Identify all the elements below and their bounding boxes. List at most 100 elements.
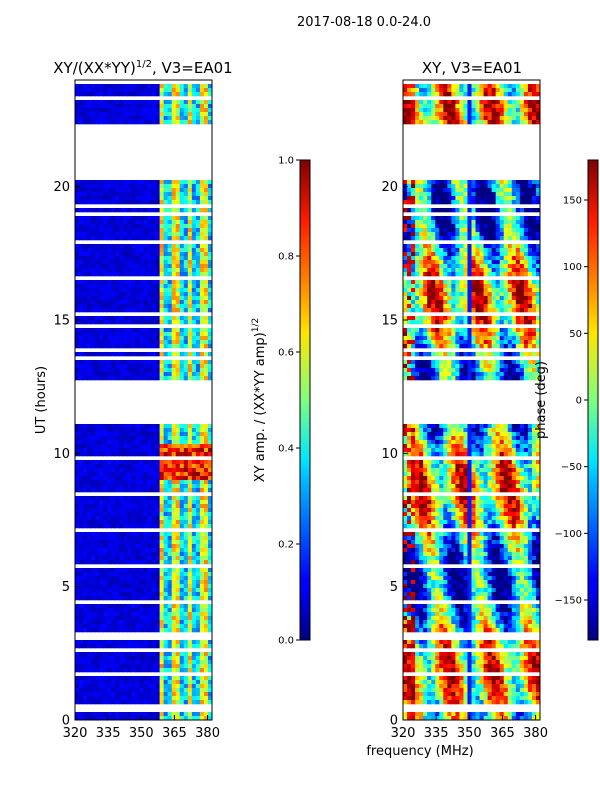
heatmap-cell	[523, 224, 529, 229]
heatmap-cell	[163, 604, 169, 609]
heatmap-cell	[179, 468, 185, 473]
heatmap-cell	[79, 468, 84, 473]
heatmap-cell	[403, 184, 408, 189]
heatmap-cell	[171, 612, 177, 617]
heatmap-cell	[75, 688, 80, 693]
heatmap-cell	[127, 516, 133, 521]
heatmap-cell	[479, 192, 485, 197]
heatmap-cell	[111, 340, 116, 345]
heatmap-cell	[175, 340, 181, 345]
heatmap-cell	[79, 200, 84, 205]
heatmap-cell	[199, 620, 205, 625]
heatmap-cell	[155, 300, 161, 305]
heatmap-cell	[171, 676, 177, 681]
heatmap-cell	[183, 284, 189, 289]
heatmap-cell	[511, 280, 517, 285]
heatmap-cell	[463, 84, 469, 89]
heatmap-cell	[483, 208, 489, 213]
heatmap-cell	[443, 284, 448, 289]
heatmap-cell	[483, 188, 489, 193]
heatmap-cell	[439, 244, 444, 249]
heatmap-cell	[195, 664, 201, 669]
heatmap-cell	[167, 536, 173, 541]
heatmap-cell	[87, 328, 92, 333]
heatmap-cell	[151, 268, 157, 273]
heatmap-cell	[135, 624, 141, 629]
heatmap-cell	[183, 488, 189, 493]
heatmap-cell	[139, 468, 145, 473]
heatmap-cell	[91, 652, 96, 657]
heatmap-cell	[187, 340, 193, 345]
heatmap-cell	[415, 284, 420, 289]
heatmap-cell	[79, 188, 84, 193]
heatmap-cell	[95, 304, 100, 309]
heatmap-cell	[447, 220, 452, 225]
heatmap-cell	[191, 376, 197, 381]
heatmap-cell	[119, 280, 124, 285]
heatmap-cell	[199, 360, 205, 365]
heatmap-cell	[87, 588, 92, 593]
heatmap-cell	[179, 88, 185, 93]
heatmap-cell	[451, 104, 456, 109]
heatmap-cell	[183, 452, 189, 457]
heatmap-cell	[199, 624, 205, 629]
heatmap-cell	[119, 580, 124, 585]
heatmap-cell	[139, 668, 145, 673]
heatmap-cell	[143, 332, 149, 337]
heatmap-cell	[107, 568, 112, 573]
heatmap-cell	[147, 436, 153, 441]
heatmap-cell	[171, 560, 177, 565]
heatmap-cell	[119, 552, 124, 557]
heatmap-cell	[87, 692, 92, 697]
heatmap-cell	[195, 612, 201, 617]
heatmap-cell	[123, 292, 128, 297]
heatmap-cell	[119, 480, 124, 485]
heatmap-cell	[179, 488, 185, 493]
heatmap-cell	[407, 88, 412, 93]
heatmap-cell	[75, 676, 80, 681]
heatmap-cell	[467, 252, 473, 257]
heatmap-cell	[111, 288, 116, 293]
heatmap-cell	[143, 88, 149, 93]
heatmap-cell	[87, 640, 92, 645]
heatmap-cell	[179, 712, 185, 717]
heatmap-cell	[111, 308, 116, 313]
heatmap-cell	[475, 116, 481, 121]
heatmap-cell	[199, 92, 205, 97]
heatmap-cell	[499, 112, 505, 117]
heatmap-cell	[131, 508, 137, 513]
heatmap-cell	[95, 580, 100, 585]
heatmap-cell	[527, 236, 533, 241]
heatmap-cell	[107, 340, 112, 345]
heatmap-cell	[179, 572, 185, 577]
heatmap-cell	[135, 300, 141, 305]
heatmap-cell	[83, 220, 88, 225]
heatmap-cell	[435, 248, 440, 253]
heatmap-cell	[115, 84, 120, 89]
heatmap-cell	[95, 372, 100, 377]
heatmap-cell	[191, 216, 197, 221]
heatmap-cell	[439, 120, 444, 125]
heatmap-cell	[407, 256, 412, 261]
heatmap-cell	[195, 476, 201, 481]
heatmap-cell	[167, 612, 173, 617]
heatmap-cell	[95, 592, 100, 597]
heatmap-cell	[79, 592, 84, 597]
heatmap-cell	[479, 180, 485, 185]
heatmap-cell	[95, 644, 100, 649]
heatmap-cell	[199, 120, 205, 125]
heatmap-cell	[83, 696, 88, 701]
heatmap-cell	[423, 184, 428, 189]
colorbar-tick-label: 1.0	[278, 156, 294, 167]
heatmap-cell	[191, 560, 197, 565]
heatmap-cell	[103, 360, 108, 365]
heatmap-cell	[151, 540, 157, 545]
heatmap-cell	[451, 120, 456, 125]
heatmap-cell	[195, 504, 201, 509]
heatmap-cell	[459, 244, 465, 249]
heatmap-cell	[103, 692, 108, 697]
heatmap-cell	[111, 572, 116, 577]
heatmap-cell	[119, 684, 124, 689]
heatmap-cell	[459, 92, 465, 97]
heatmap-cell	[495, 224, 501, 229]
